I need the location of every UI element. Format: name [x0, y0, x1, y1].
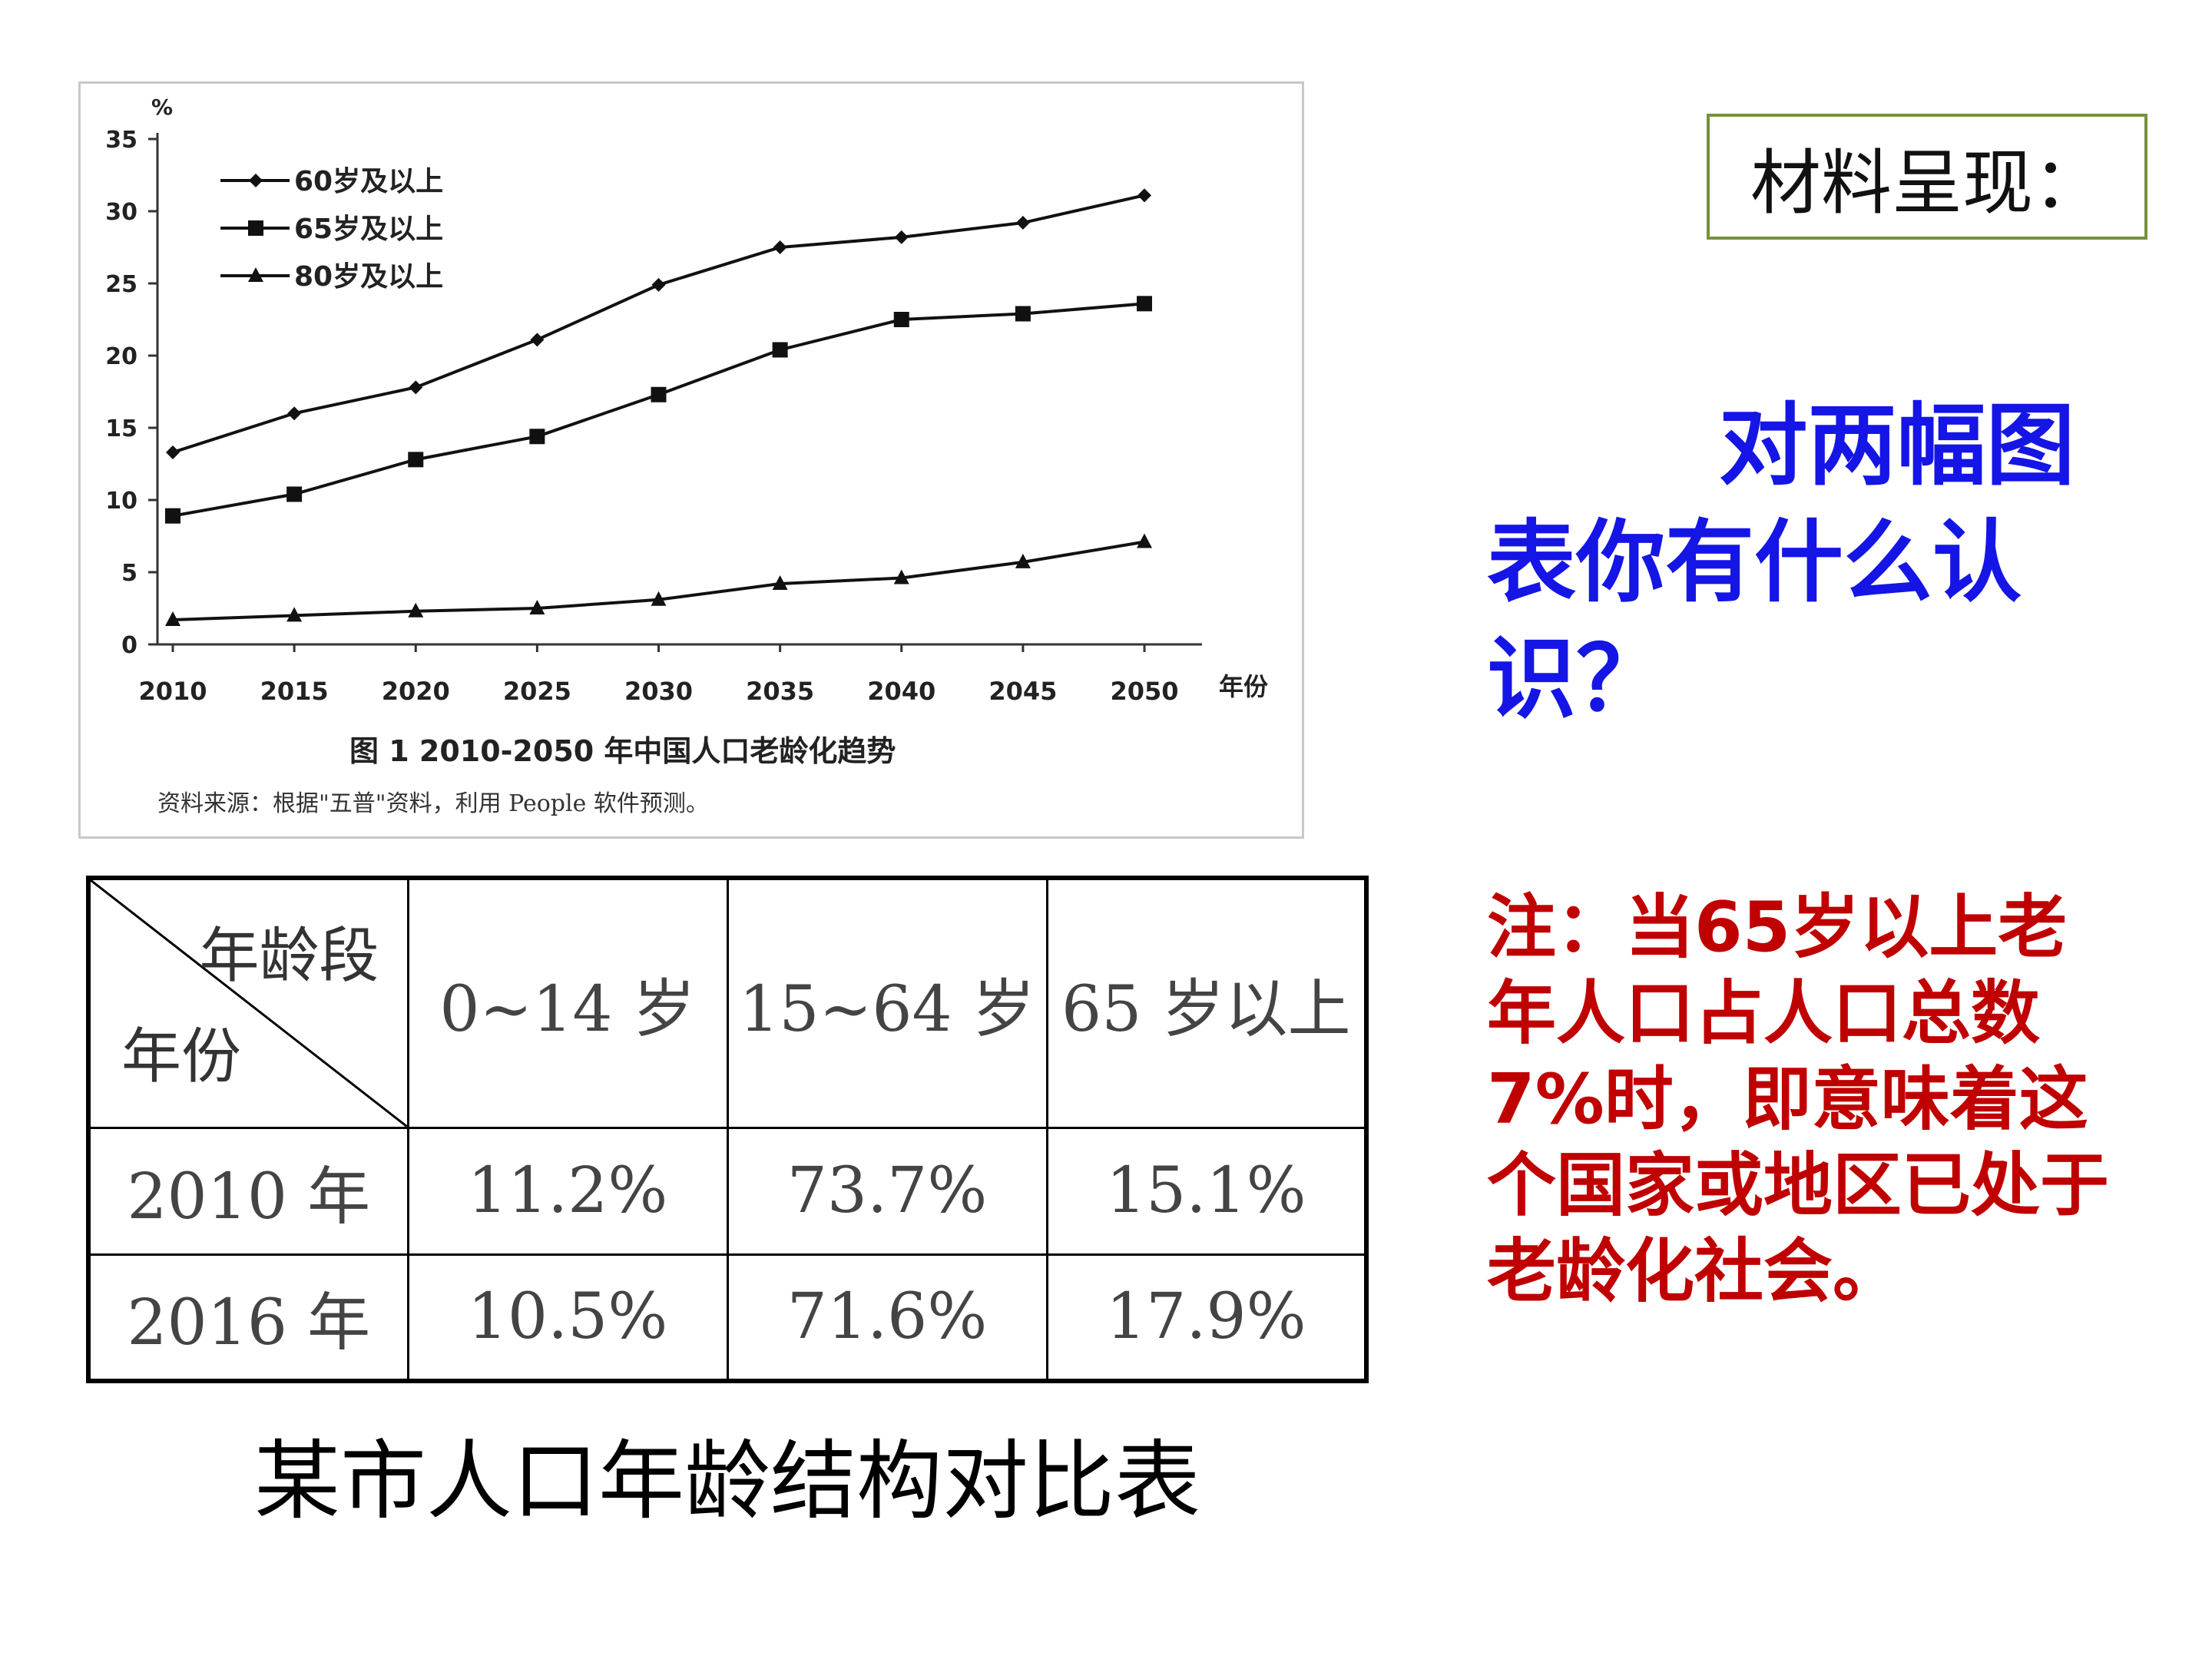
series-line: [172, 540, 1145, 622]
data-point: [1015, 216, 1030, 230]
data-point: [409, 380, 423, 395]
table-caption: 某市人口年龄结构对比表: [254, 1432, 1200, 1532]
diagonal-divider: [91, 880, 407, 1127]
y-tick-label: 35: [105, 127, 137, 154]
legend-marker: [248, 220, 263, 236]
data-point: [651, 277, 666, 292]
corner-year-label: 年份: [121, 1022, 242, 1091]
y-tick-label: 15: [105, 416, 137, 442]
data-point: [772, 342, 788, 358]
data-point: [1137, 296, 1152, 312]
table-cell: 15.1%: [1045, 1126, 1368, 1256]
table-cell: 10.5%: [406, 1253, 729, 1382]
data-point: [894, 230, 909, 244]
y-tick-label: 5: [121, 560, 137, 587]
chart-panel: 0 5 10 15 20 25 30 35% 2010 2015 2020 2025 2030 2035 2…: [78, 81, 1304, 839]
data-point: [530, 333, 545, 347]
data-point: [651, 386, 667, 402]
note-text: 注：当65岁以上老年人口占人口总数7%时，即意味着这个国家或地区已处于老龄化社会…: [1487, 887, 2109, 1312]
legend-label: 80岁及以上: [294, 261, 443, 293]
data-point: [286, 486, 303, 502]
chart-title: 图 1 2010-2050 年中国人口老龄化趋势: [349, 734, 896, 768]
material-label-box: 材料呈现：: [1707, 114, 2147, 240]
y-unit-label: %: [151, 94, 173, 120]
legend-marker: [249, 174, 263, 187]
row-year: 2010 年: [87, 1126, 409, 1256]
y-tick-label: 20: [105, 343, 137, 370]
data-point: [287, 406, 302, 421]
table-cell: 17.9%: [1045, 1253, 1368, 1382]
column-header: 65 岁以上: [1045, 876, 1368, 1129]
table-corner-cell: 年龄段 年份: [87, 876, 409, 1129]
x-tick-label: 2020: [382, 677, 450, 706]
legend-marker: [248, 267, 263, 282]
data-point: [651, 591, 667, 606]
y-tick-label: 10: [105, 488, 137, 515]
chart-source-note: 资料来源：根据"五普"资料，利用 People 软件预测。: [157, 790, 709, 817]
data-point: [529, 600, 545, 614]
data-point: [1015, 553, 1031, 568]
x-tick-label: 2015: [260, 677, 329, 706]
column-header: 15~64 岁: [726, 876, 1048, 1129]
question-text: 对两幅图表你有什么认识？: [1487, 394, 2075, 731]
table-cell: 11.2%: [406, 1126, 729, 1256]
material-label: 材料呈现：: [1750, 141, 2104, 224]
y-tick-label: 0: [121, 632, 137, 659]
data-point: [408, 452, 424, 468]
corner-age-label: 年龄段: [199, 922, 379, 991]
x-tick-label: 2035: [746, 677, 814, 706]
x-tick-label: 2040: [867, 677, 935, 706]
column-header: 0~14 岁: [406, 876, 729, 1129]
table-cell: 73.7%: [726, 1126, 1048, 1256]
y-tick-label: 30: [105, 199, 137, 226]
series-line: [172, 302, 1145, 518]
y-tick-label: 25: [105, 271, 137, 298]
x-tick-label: 2025: [503, 677, 571, 706]
x-tick-label: 2050: [1110, 677, 1178, 706]
x-tick-label: 2010: [138, 677, 207, 706]
legend-label: 60岁及以上: [294, 166, 443, 197]
x-tick-label: 2030: [624, 677, 693, 706]
x-tick-label: 2045: [988, 677, 1057, 706]
data-point: [529, 429, 545, 445]
data-point: [1137, 533, 1152, 548]
data-point: [165, 508, 180, 524]
table-cell: 71.6%: [726, 1253, 1048, 1382]
data-point: [773, 240, 787, 254]
data-point: [1015, 306, 1031, 322]
legend-label: 65岁及以上: [294, 214, 443, 245]
data-point: [772, 575, 788, 591]
table-header-row: 年龄段 年份 0~14 岁 15~64 岁 65 岁以上: [87, 876, 1368, 1129]
data-point: [893, 312, 909, 327]
data-point: [408, 602, 424, 618]
data-point: [1137, 188, 1151, 203]
data-point: [286, 607, 303, 622]
x-unit-label: 年份: [1219, 672, 1268, 701]
row-year: 2016 年: [87, 1253, 409, 1382]
data-point: [893, 569, 909, 584]
data-point: [166, 445, 180, 459]
data-point: [165, 611, 180, 627]
table-row: 2010 年 11.2% 73.7% 15.1%: [87, 1126, 1368, 1256]
table-row: 2016 年 10.5% 71.6% 17.9%: [87, 1253, 1368, 1382]
age-structure-table: 年龄段 年份 0~14 岁 15~64 岁 65 岁以上 2010 年 11.2…: [86, 876, 1369, 1383]
